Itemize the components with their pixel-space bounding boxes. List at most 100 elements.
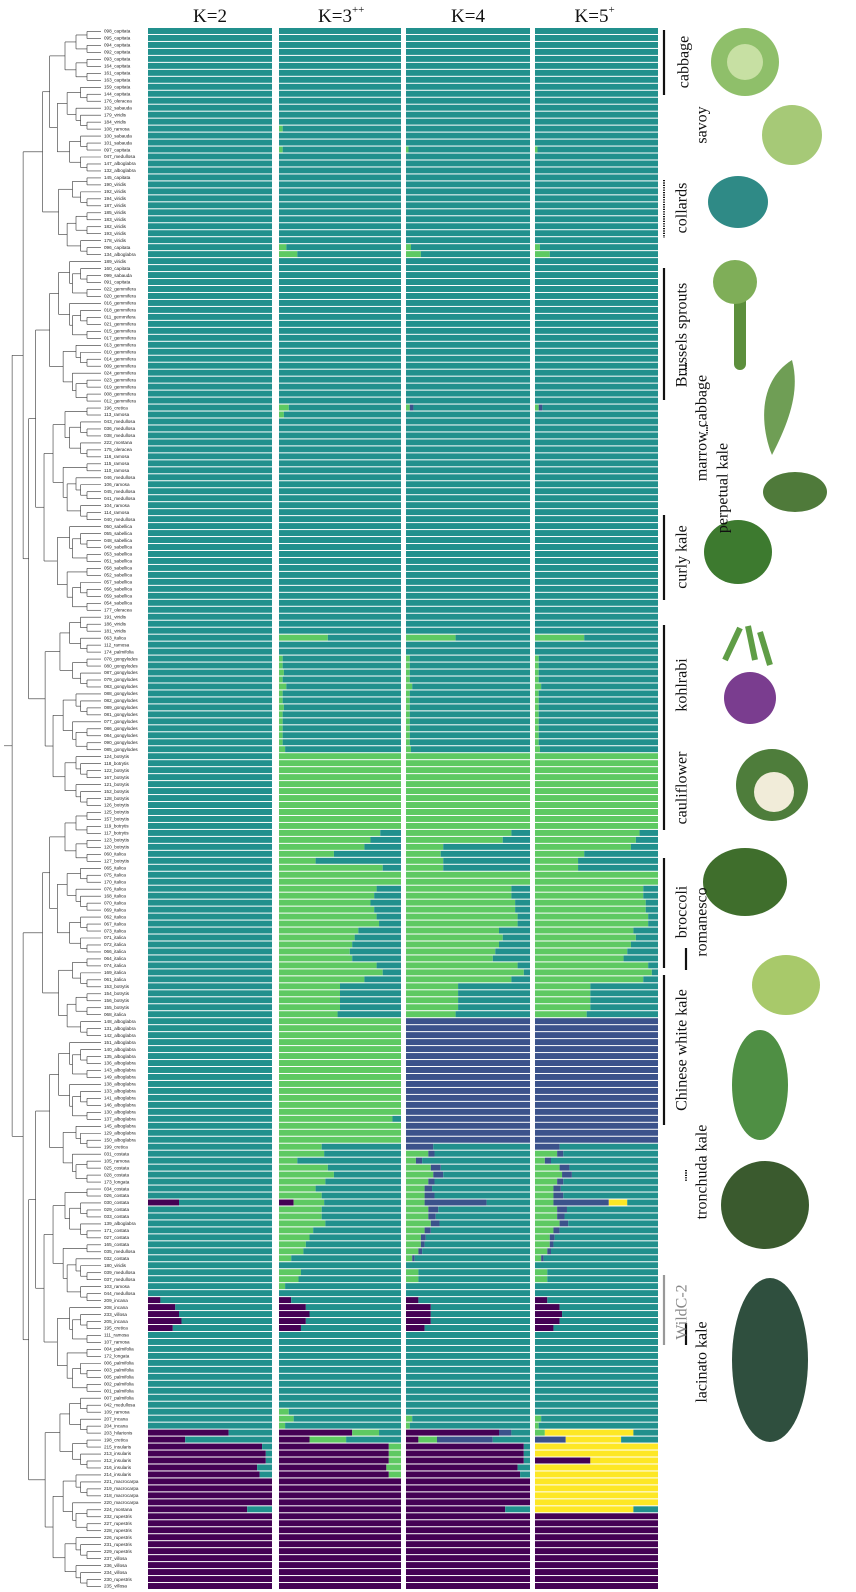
bar-segment [535,383,658,390]
sample-label: 085_gongylodes [104,747,138,752]
bar-segment [148,216,272,223]
bar-segment [148,530,272,537]
bar-segment [406,1115,530,1122]
bar-segment [148,1046,272,1053]
bar-segment [148,348,272,355]
bar-segment [535,1185,554,1192]
bar-segment [279,411,284,418]
bar-segment [535,1129,658,1136]
bar-segment [148,1569,272,1576]
bar-segment [279,195,401,202]
sample-label: 081_gongylodes [104,712,138,717]
bar-segment [406,1408,530,1415]
sample-label: 233_villosa [104,1312,127,1317]
bar-segment [279,209,401,216]
bar-segment [279,1513,401,1520]
bar-segment [279,746,286,753]
bar-segment [279,244,287,251]
bar-segment [563,1150,658,1157]
bar-segment [420,1234,426,1241]
bar-segment [279,767,401,774]
bar-segment [148,48,272,55]
bar-segment [148,1548,272,1555]
sample-label: 032_costata [104,1256,129,1261]
bar-segment [535,334,658,341]
bar-segment [535,788,658,795]
bar-segment [535,146,538,153]
bar-segment [406,251,421,258]
bar-segment [148,1178,272,1185]
bar-segment [568,1220,658,1227]
bar-segment [412,683,530,690]
bar-segment [279,648,401,655]
sample-label: 208_incana [104,1305,128,1310]
bar-segment [535,439,658,446]
bar-segment [279,41,401,48]
bar-segment [590,1004,658,1011]
bar-segment [406,815,530,822]
group-label: kohlrabi [674,658,691,712]
bar-segment [148,599,272,606]
bar-segment [418,1269,530,1276]
bar-segment [279,1046,401,1053]
bar-segment [406,1450,524,1457]
bar-segment [406,1220,431,1227]
bar-segment [406,585,530,592]
bar-segment [406,1122,530,1129]
bar-segment [279,313,401,320]
bar-segment [428,1206,439,1213]
bar-segment [535,55,658,62]
bar-segment [148,906,272,913]
bar-segment [148,850,272,857]
bar-segment [279,62,401,69]
bar-segment [535,181,658,188]
bar-segment [535,1338,658,1345]
bar-segment [148,509,272,516]
bar-segment [279,265,401,272]
bar-segment [346,1436,401,1443]
bar-segment [535,418,658,425]
bar-segment [406,781,530,788]
bar-segment [633,927,658,934]
sample-label: 169_italica [104,970,126,975]
bar-segment [148,1366,272,1373]
bar-segment [279,1429,353,1436]
bar-segment [535,223,658,230]
bar-segment [279,1352,401,1359]
bar-segment [279,690,283,697]
group-label: WildC-2 [674,1284,691,1339]
bar-segment [406,969,524,976]
bar-segment [406,955,493,962]
sample-label: 110_ramosa [104,468,130,473]
bar-segment [458,990,530,997]
bar-segment [279,174,401,181]
bar-segment [279,941,353,948]
sample-label: 174_palmifolia [104,649,134,654]
bar-segment [565,1436,622,1443]
bar-segment [148,1164,272,1171]
sample-label: 186_viridis [104,621,127,626]
bar-segment [535,669,539,676]
bar-segment [406,1325,425,1331]
sample-label: 018_gemmifera [104,308,136,313]
admixture-panels [148,28,658,1589]
bar-segment [148,1276,272,1283]
bar-segment [148,948,272,955]
bar-segment [535,167,658,174]
sample-label: 039_medullosa [104,1270,136,1275]
bar-segment [279,781,401,788]
bar-segment [148,1087,272,1094]
bar-segment [148,153,272,160]
bar-segment [358,927,401,934]
sample-label: 007_palmifolia [104,1395,134,1400]
bar-segment [279,592,401,599]
sample-label: 196_cretica [104,405,128,410]
bar-segment [406,90,530,97]
bar-segment [438,1206,530,1213]
bar-segment [148,446,272,453]
bar-segment [511,829,530,836]
bar-segment [406,292,530,299]
bar-segment [535,1534,658,1541]
bar-segment [535,641,658,648]
